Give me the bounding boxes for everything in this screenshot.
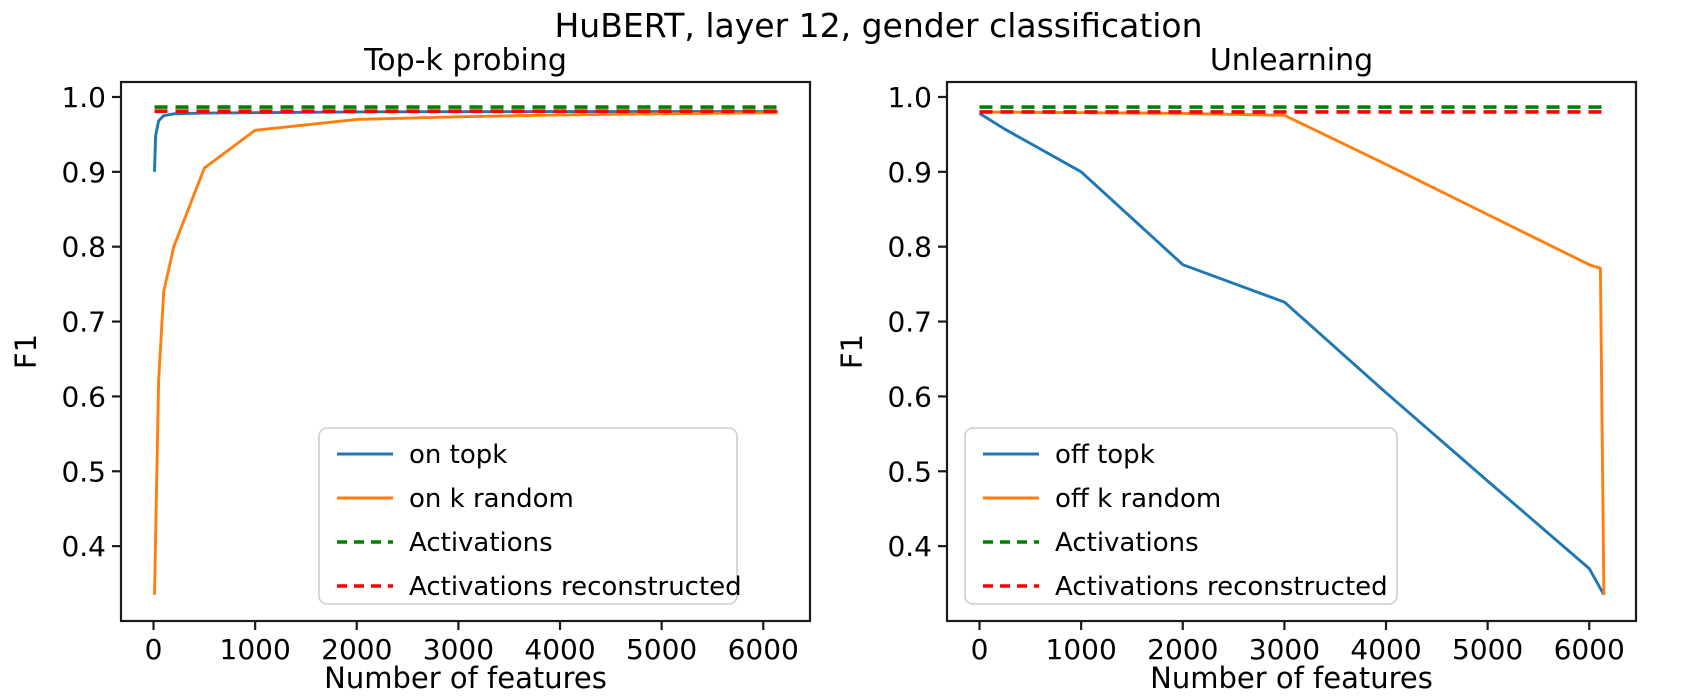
y-tick-label-0: 0.6 bbox=[61, 380, 106, 413]
y-axis-label-1: F1 bbox=[835, 334, 869, 369]
series-line-on-k-random bbox=[153, 111, 778, 595]
legend-label-Activations: Activations bbox=[1055, 528, 1199, 558]
legend-box-1 bbox=[964, 427, 1398, 605]
y-tick-label-1: 0.7 bbox=[887, 306, 932, 339]
legend-label-Activations-reconstructed: Activations reconstructed bbox=[409, 572, 742, 602]
subplot-title-0: Top-k probing bbox=[363, 43, 567, 78]
figure-title: HuBERT, layer 12, gender classification bbox=[554, 6, 1203, 45]
x-tick-label-0: 1000 bbox=[220, 633, 291, 666]
y-tick-label-1: 0.8 bbox=[887, 231, 932, 264]
x-tick-label-1: 5000 bbox=[1452, 633, 1523, 666]
y-tick-label-1: 0.9 bbox=[887, 156, 932, 189]
x-tick-label-0: 4000 bbox=[524, 633, 595, 666]
y-tick-label-1: 0.6 bbox=[887, 380, 932, 413]
legend-label-off-k-random: off k random bbox=[1055, 484, 1221, 514]
x-tick-label-1: 1000 bbox=[1046, 633, 1117, 666]
x-tick-label-1: 0 bbox=[971, 633, 989, 666]
x-tick-label-0: 5000 bbox=[626, 633, 697, 666]
legend-box-0 bbox=[318, 427, 738, 605]
x-tick-label-1: 3000 bbox=[1249, 633, 1320, 666]
y-tick-label-0: 0.9 bbox=[61, 156, 106, 189]
x-tick-label-1: 6000 bbox=[1554, 633, 1625, 666]
subplot-title-1: Unlearning bbox=[1210, 43, 1373, 78]
y-tick-label-1: 0.5 bbox=[887, 455, 932, 488]
legend-label-on-topk: on topk bbox=[409, 440, 507, 470]
y-axis-label-0: F1 bbox=[9, 334, 43, 369]
x-tick-label-0: 2000 bbox=[321, 633, 392, 666]
legend-label-off-topk: off topk bbox=[1055, 440, 1155, 470]
x-tick-label-0: 6000 bbox=[728, 633, 799, 666]
legend-label-Activations-reconstructed: Activations reconstructed bbox=[1055, 572, 1388, 602]
x-tick-label-0: 0 bbox=[145, 633, 163, 666]
y-tick-label-0: 0.5 bbox=[61, 455, 106, 488]
x-axis-label-0: Number of features bbox=[324, 661, 607, 695]
y-tick-label-0: 0.7 bbox=[61, 306, 106, 339]
x-tick-label-1: 4000 bbox=[1350, 633, 1421, 666]
y-tick-label-1: 1.0 bbox=[887, 81, 932, 114]
y-tick-label-0: 0.8 bbox=[61, 231, 106, 264]
x-tick-label-1: 2000 bbox=[1147, 633, 1218, 666]
y-tick-label-0: 0.4 bbox=[61, 530, 106, 563]
x-axis-label-1: Number of features bbox=[1150, 661, 1433, 695]
legend-label-on-k-random: on k random bbox=[409, 484, 574, 514]
y-tick-label-1: 0.4 bbox=[887, 530, 932, 563]
y-tick-label-0: 1.0 bbox=[61, 81, 106, 114]
legend-label-Activations: Activations bbox=[409, 528, 553, 558]
x-tick-label-0: 3000 bbox=[423, 633, 494, 666]
series-line-off-topk bbox=[978, 112, 1606, 596]
